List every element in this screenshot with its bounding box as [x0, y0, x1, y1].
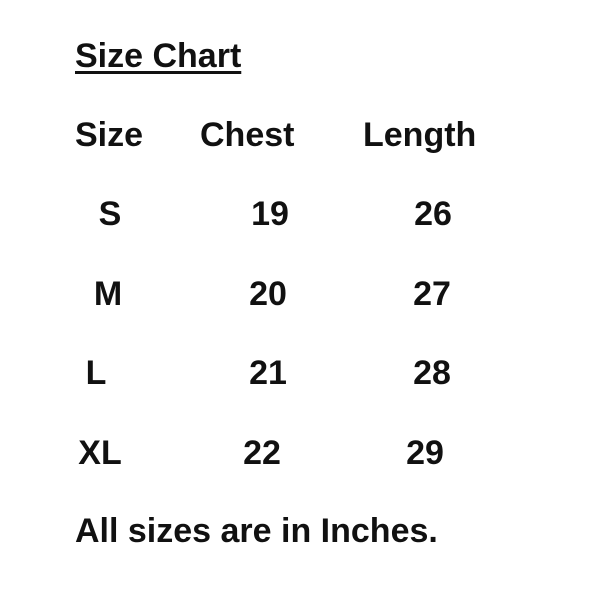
page-title: Size Chart [75, 37, 242, 75]
length-cell: 27 [413, 275, 451, 313]
header-length: Length [363, 116, 477, 154]
chest-cell: 19 [251, 195, 289, 233]
length-cell: 29 [406, 434, 444, 472]
size-cell: XL [78, 434, 122, 472]
chest-cell: 21 [249, 354, 287, 392]
header-chest: Chest [200, 116, 295, 154]
length-cell: 28 [413, 354, 451, 392]
size-cell: L [85, 354, 107, 392]
header-size: Size [75, 116, 144, 154]
length-cell: 26 [414, 195, 452, 233]
footer-note: All sizes are in Inches. [75, 512, 438, 550]
chest-cell: 20 [249, 275, 287, 313]
size-cell: S [98, 195, 122, 233]
size-cell: M [93, 275, 123, 313]
chest-cell: 22 [243, 434, 281, 472]
